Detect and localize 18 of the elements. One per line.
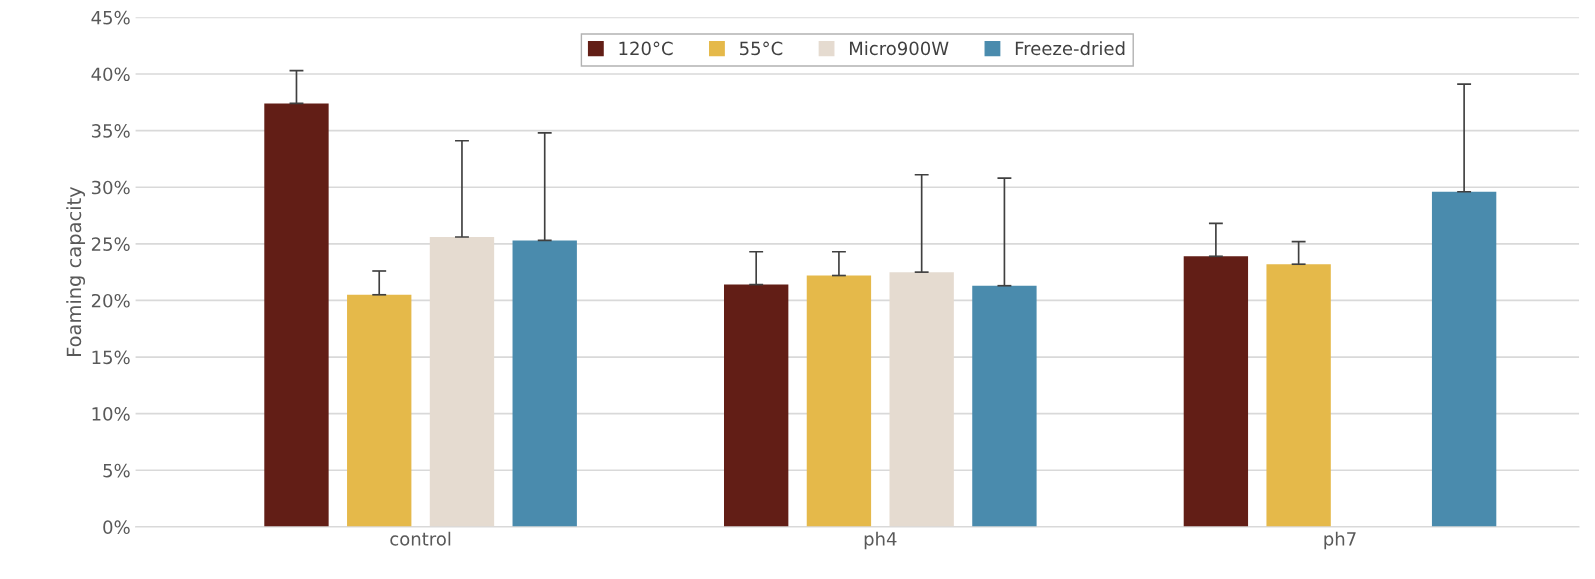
y-axis-title: Foaming capacity [66, 186, 86, 357]
x-tick-label: control [390, 531, 451, 546]
y-tick-label: 0% [103, 520, 130, 535]
legend-label: 120°C [619, 41, 673, 56]
y-tick-label: 40% [91, 67, 130, 82]
legend-label: Micro900W [849, 41, 949, 56]
legend-label: 55°C [740, 41, 783, 56]
y-tick-label: 5% [103, 463, 130, 478]
legend-label: Freeze-dried [1015, 41, 1125, 56]
y-tick-label: 30% [91, 180, 130, 195]
y-tick-label: 20% [91, 293, 130, 308]
x-tick-label: ph7 [1324, 531, 1356, 550]
y-tick-label: 10% [92, 407, 130, 421]
y-tick-label: 25% [91, 237, 130, 251]
x-tick-label: ph4 [864, 531, 897, 550]
y-tick-label: 35% [91, 124, 130, 138]
y-tick-label: 45% [91, 10, 130, 25]
y-tick-label: 15% [92, 350, 130, 365]
